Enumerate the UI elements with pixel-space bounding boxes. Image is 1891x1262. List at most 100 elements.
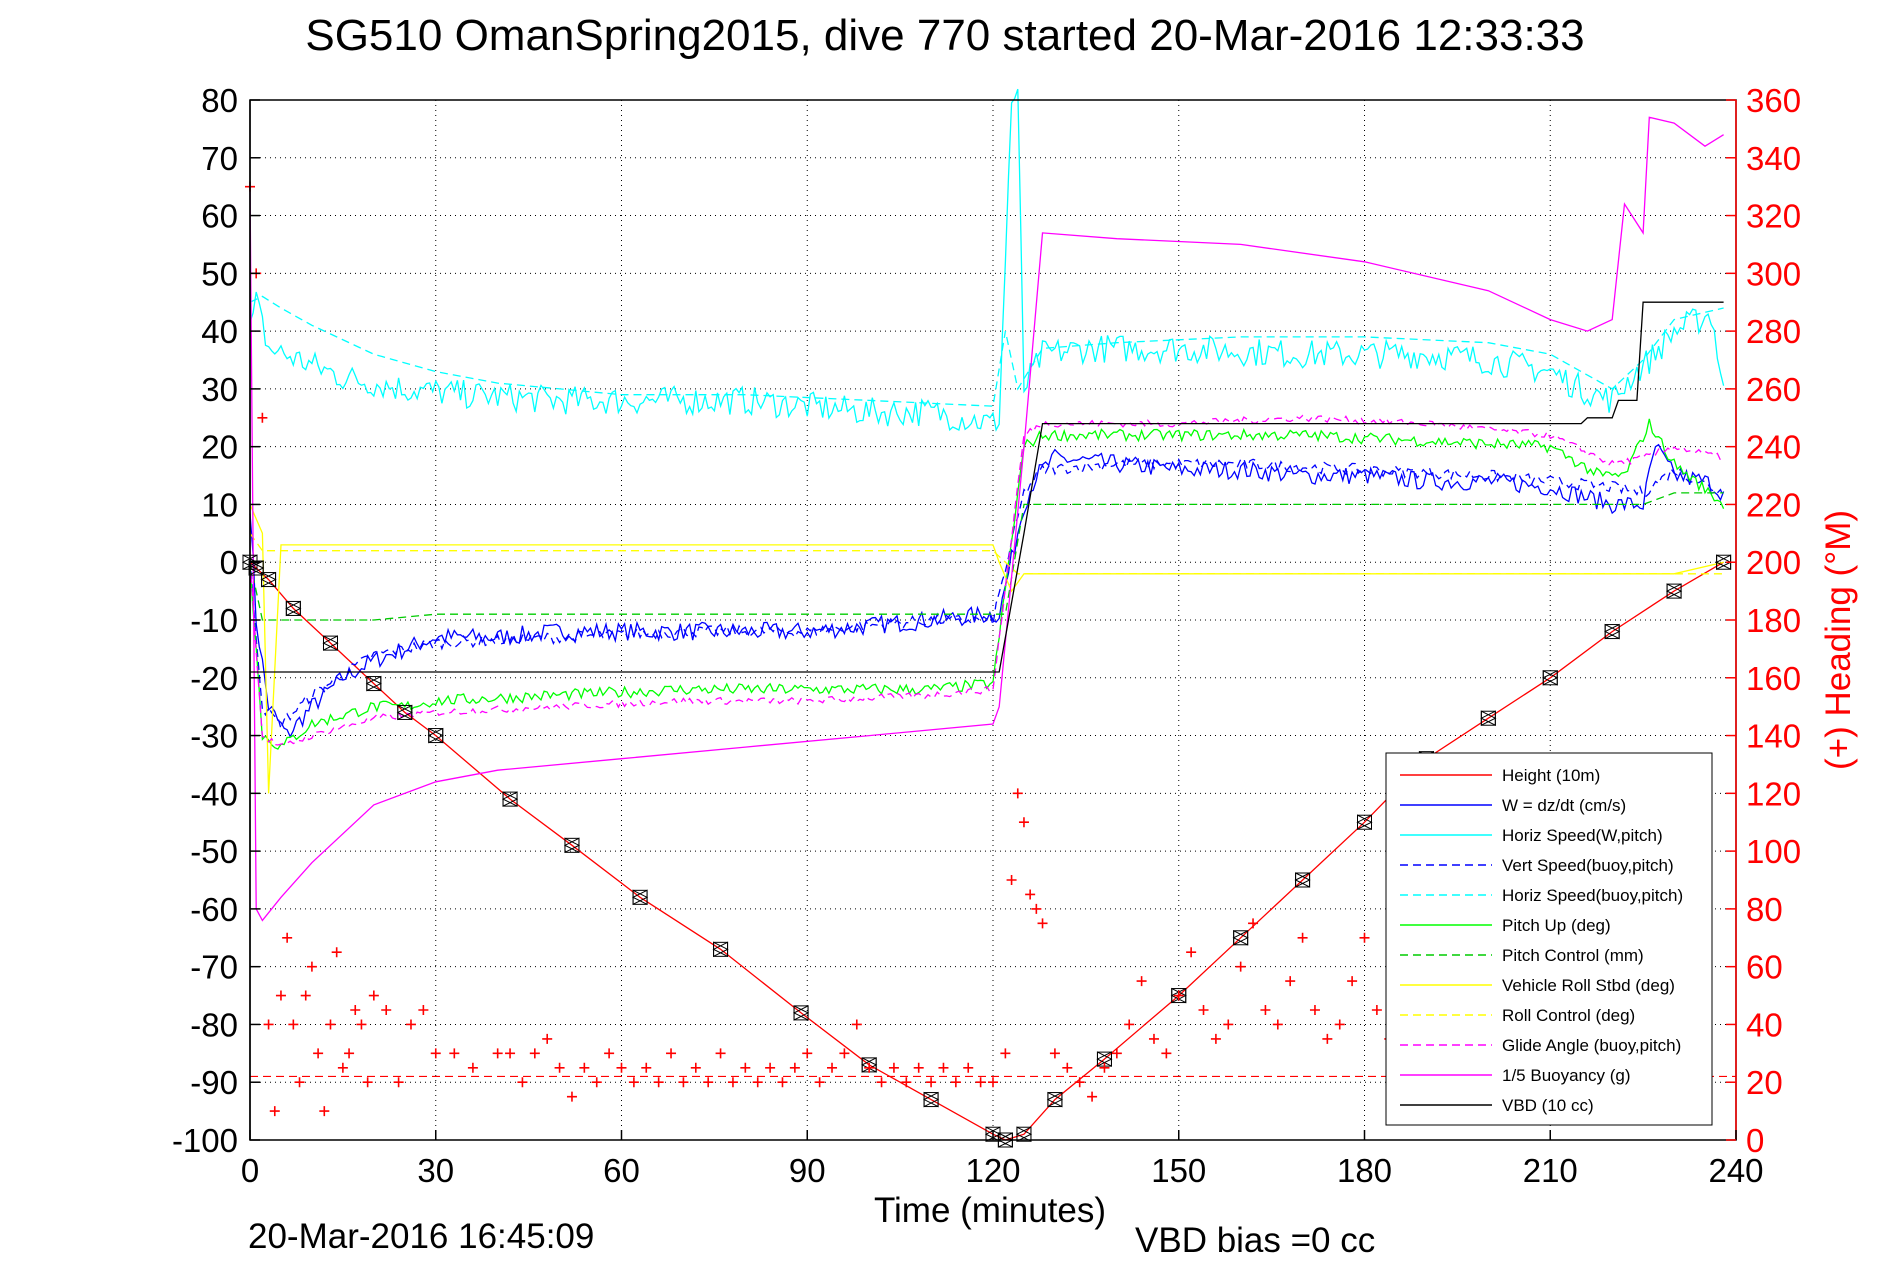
footer-timestamp: 20-Mar-2016 16:45:09 xyxy=(248,1217,594,1256)
heading-point xyxy=(591,1077,602,1088)
height-marker xyxy=(1294,872,1311,888)
series-roll xyxy=(249,504,1724,794)
legend-label-pitch_ctrl: Pitch Control (mm) xyxy=(1502,946,1644,965)
heading-point xyxy=(876,1077,887,1088)
heading-point xyxy=(851,1019,862,1030)
heading-point xyxy=(505,1048,516,1059)
heading-point xyxy=(517,1077,528,1088)
heading-point xyxy=(1198,1005,1209,1015)
y2-tick-label: 60 xyxy=(1746,949,1783,986)
heading-point xyxy=(337,1062,348,1073)
series-pitch_ctrl xyxy=(249,492,1724,621)
heading-point xyxy=(641,1062,652,1073)
series-buoyancy xyxy=(249,116,1724,922)
y-tick-label: -80 xyxy=(190,1006,238,1043)
y-tick-label: -50 xyxy=(190,833,238,870)
heading-point xyxy=(430,1048,441,1059)
marker-triangles xyxy=(631,889,649,906)
heading-point xyxy=(1297,932,1308,943)
heading-point xyxy=(1210,1033,1221,1044)
heading-point xyxy=(1371,1005,1382,1015)
series-vbd xyxy=(250,301,1724,673)
marker-triangles xyxy=(501,791,519,807)
heading-point xyxy=(926,1077,937,1088)
marker-triangles xyxy=(922,1091,940,1108)
y2-tick-label: 280 xyxy=(1746,313,1801,350)
x-tick-label: 240 xyxy=(1708,1152,1763,1189)
y2-tick-label: 200 xyxy=(1746,544,1801,581)
x-tick-label: 150 xyxy=(1151,1152,1206,1189)
y-tick-label: 60 xyxy=(201,198,238,235)
heading-point xyxy=(449,1048,460,1059)
heading-point xyxy=(888,1062,899,1073)
heading-point xyxy=(814,1077,825,1088)
heading-point xyxy=(350,1005,361,1015)
heading-point xyxy=(294,1077,305,1088)
y-tick-label: 20 xyxy=(201,429,238,466)
marker-triangles xyxy=(1294,872,1311,888)
y2-tick-label: 40 xyxy=(1746,1006,1783,1043)
heading-point xyxy=(802,1048,813,1059)
legend-entries: Height (10m) W = dz/dt (cm/s) Horiz Speed(… xyxy=(1400,766,1683,1115)
y2-tick-label: 360 xyxy=(1746,82,1801,119)
heading-point xyxy=(715,1048,726,1059)
y-tick-label: -10 xyxy=(190,602,238,639)
height-marker xyxy=(1542,669,1559,686)
y2-tick-label: 320 xyxy=(1746,198,1801,235)
height-marker xyxy=(427,727,444,744)
heading-point xyxy=(1062,1062,1073,1073)
x-tick-label: 180 xyxy=(1337,1152,1392,1189)
y-tick-label: 30 xyxy=(201,371,238,408)
height-marker xyxy=(1356,814,1373,831)
series-pitch_up xyxy=(249,418,1725,750)
marker-triangles xyxy=(396,704,413,721)
legend-label-horiz_buoy: Horiz Speed(buoy,pitch) xyxy=(1502,886,1683,905)
y-tick-label: -20 xyxy=(190,660,238,697)
heading-point xyxy=(306,961,317,972)
legend-label-vbd: VBD (10 cc) xyxy=(1502,1096,1594,1115)
heading-point xyxy=(864,1062,875,1073)
heading-point xyxy=(1334,1019,1345,1030)
marker-triangles xyxy=(1046,1091,1064,1108)
x-axis-label: Time (minutes) xyxy=(874,1191,1106,1230)
legend-label-height: Height (10m) xyxy=(1502,766,1600,785)
y-tick-label: 40 xyxy=(201,313,238,350)
y2-tick-label: 160 xyxy=(1746,660,1801,697)
height-marker xyxy=(563,837,581,854)
heading-point xyxy=(777,1077,788,1088)
height-marker xyxy=(792,1005,810,1021)
y2-axis-ticks: 3603403203002802602402202001801601401201… xyxy=(1726,82,1801,1159)
marker-triangles xyxy=(712,941,729,958)
heading-point xyxy=(950,1077,961,1088)
y-axis-ticks: 80 70 60 50 40 30 20 10 0 -10 -20 -30 -40 -50 -60 -70 -8… xyxy=(172,82,260,1159)
y2-tick-label: 20 xyxy=(1746,1064,1783,1101)
legend-box xyxy=(1385,752,1713,1126)
height-marker xyxy=(285,600,302,617)
heading-point xyxy=(1124,1019,1135,1030)
heading-point xyxy=(1111,1048,1122,1059)
height-marker xyxy=(922,1091,940,1108)
heading-point xyxy=(752,1077,763,1088)
y2-tick-label: 120 xyxy=(1746,775,1801,812)
heading-point xyxy=(963,1062,974,1073)
y-tick-label: -60 xyxy=(190,891,238,928)
heading-point xyxy=(282,932,293,943)
height-marker xyxy=(1665,583,1683,599)
marker-triangles xyxy=(1665,583,1683,599)
heading-point xyxy=(257,412,268,423)
height-marker xyxy=(1046,1091,1064,1108)
heading-point xyxy=(313,1048,324,1059)
marker-triangles xyxy=(260,571,277,588)
heading-point xyxy=(269,1106,280,1117)
heading-point xyxy=(1136,976,1147,987)
x-tick-label: 60 xyxy=(603,1152,640,1189)
heading-point xyxy=(393,1077,404,1088)
heading-point xyxy=(542,1033,553,1044)
x-tick-label: 120 xyxy=(965,1152,1020,1189)
heading-point xyxy=(727,1077,738,1088)
heading-point xyxy=(1322,1033,1333,1044)
height-marker xyxy=(1096,1051,1113,1067)
heading-point xyxy=(1148,1033,1159,1044)
marker-triangles xyxy=(285,600,302,617)
heading-point xyxy=(467,1062,478,1073)
